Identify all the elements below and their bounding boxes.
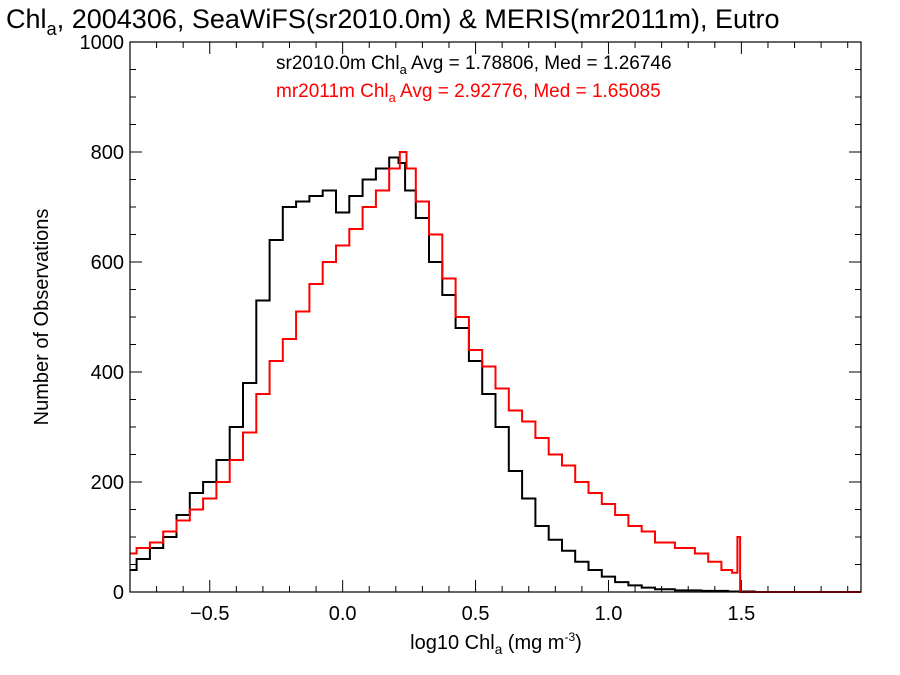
legend-entry-mr2011: mr2011m Chla Avg = 2.92776, Med = 1.6508… [276, 81, 661, 105]
series-line-sr2010-0m [130, 156, 861, 593]
y-tick-label: 1000 [80, 32, 125, 54]
x-tick-label: 1.0 [595, 603, 623, 625]
series-group [130, 151, 861, 593]
y-tick-label: 0 [113, 582, 124, 604]
y-axis-label: Number of Observations [31, 209, 53, 426]
y-tick-label: 400 [91, 362, 124, 384]
y-tick-label: 200 [91, 472, 124, 494]
x-tick-label: 0.0 [329, 603, 357, 625]
legend-entry-sr2010: sr2010.0m Chla Avg = 1.78806, Med = 1.26… [276, 53, 672, 77]
plot-frame [129, 41, 862, 593]
x-tick-label: −0.5 [190, 603, 229, 625]
y-axis: 0 200 400 600 800 1000 [80, 32, 861, 604]
chart-title: Chla, 2004306, SeaWiFS(sr2010.0m) & MERI… [6, 4, 780, 39]
y-tick-label: 800 [91, 142, 124, 164]
x-tick-label: 1.5 [727, 603, 755, 625]
y-tick-label: 600 [91, 252, 124, 274]
x-axis: −0.5 0.0 0.5 1.0 1.5 [129, 42, 849, 625]
x-axis-label: log10 Chla (mg m-3) [410, 630, 582, 657]
series-line-mr2011m [130, 151, 861, 593]
x-tick-label: 0.5 [462, 603, 490, 625]
